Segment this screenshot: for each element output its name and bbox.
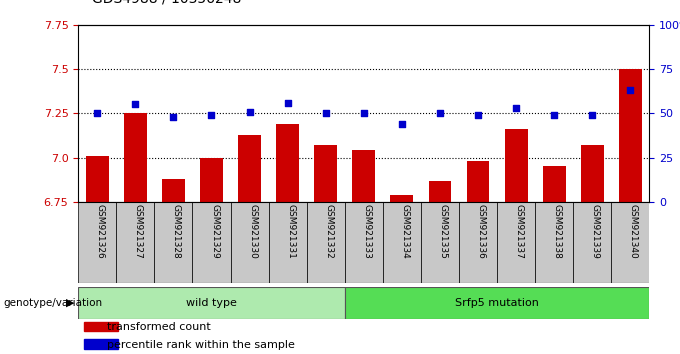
Bar bbox=[154, 202, 192, 283]
Bar bbox=[543, 166, 566, 202]
Text: GSM921340: GSM921340 bbox=[629, 204, 638, 259]
Bar bbox=[238, 135, 261, 202]
Point bbox=[244, 109, 255, 114]
Bar bbox=[124, 113, 147, 202]
Point bbox=[435, 110, 445, 116]
Text: wild type: wild type bbox=[186, 298, 237, 308]
Point bbox=[587, 112, 598, 118]
Text: GSM921330: GSM921330 bbox=[248, 204, 257, 259]
Bar bbox=[314, 145, 337, 202]
Bar bbox=[573, 202, 611, 283]
Text: GSM921328: GSM921328 bbox=[172, 204, 181, 259]
Text: percentile rank within the sample: percentile rank within the sample bbox=[107, 340, 294, 350]
Bar bbox=[231, 202, 269, 283]
Bar bbox=[307, 202, 345, 283]
Point bbox=[282, 100, 293, 105]
Point bbox=[168, 114, 179, 120]
Bar bbox=[276, 124, 299, 202]
Point bbox=[473, 112, 483, 118]
Text: ▶: ▶ bbox=[66, 298, 75, 308]
Bar bbox=[581, 145, 604, 202]
Bar bbox=[611, 202, 649, 283]
Bar bbox=[535, 202, 573, 283]
Bar bbox=[383, 202, 421, 283]
Bar bbox=[162, 179, 185, 202]
Bar bbox=[200, 158, 223, 202]
Bar bbox=[345, 287, 649, 319]
Point bbox=[320, 110, 331, 116]
Point bbox=[358, 110, 369, 116]
Text: GSM921334: GSM921334 bbox=[401, 204, 409, 259]
Text: GSM921332: GSM921332 bbox=[324, 204, 333, 259]
Text: transformed count: transformed count bbox=[107, 322, 211, 332]
Point bbox=[625, 87, 636, 93]
Text: GSM921329: GSM921329 bbox=[210, 204, 219, 259]
Text: GSM921338: GSM921338 bbox=[553, 204, 562, 259]
Bar bbox=[78, 287, 345, 319]
Text: GSM921339: GSM921339 bbox=[591, 204, 600, 259]
Bar bbox=[84, 322, 118, 331]
Bar bbox=[619, 69, 642, 202]
Bar bbox=[352, 150, 375, 202]
Bar bbox=[78, 202, 116, 283]
Point bbox=[92, 110, 103, 116]
Bar bbox=[466, 161, 490, 202]
Bar bbox=[192, 202, 231, 283]
Text: Srfp5 mutation: Srfp5 mutation bbox=[455, 298, 539, 308]
Text: genotype/variation: genotype/variation bbox=[3, 298, 103, 308]
Bar bbox=[116, 202, 154, 283]
Text: GSM921333: GSM921333 bbox=[362, 204, 371, 259]
Text: GSM921336: GSM921336 bbox=[477, 204, 486, 259]
Point bbox=[549, 112, 560, 118]
Bar bbox=[345, 202, 383, 283]
Point bbox=[130, 102, 141, 107]
Text: GDS4988 / 10356248: GDS4988 / 10356248 bbox=[92, 0, 241, 5]
Text: GSM921327: GSM921327 bbox=[134, 204, 143, 259]
Text: GSM921326: GSM921326 bbox=[96, 204, 105, 259]
Point bbox=[206, 112, 217, 118]
Text: GSM921331: GSM921331 bbox=[286, 204, 295, 259]
Text: GSM921335: GSM921335 bbox=[439, 204, 447, 259]
Bar bbox=[428, 181, 452, 202]
Point bbox=[396, 121, 407, 127]
Bar bbox=[459, 202, 497, 283]
Bar bbox=[86, 156, 109, 202]
Bar bbox=[505, 129, 528, 202]
Bar bbox=[84, 339, 118, 349]
Point bbox=[511, 105, 522, 111]
Bar bbox=[390, 195, 413, 202]
Text: GSM921337: GSM921337 bbox=[515, 204, 524, 259]
Bar bbox=[497, 202, 535, 283]
Bar bbox=[421, 202, 459, 283]
Bar bbox=[269, 202, 307, 283]
